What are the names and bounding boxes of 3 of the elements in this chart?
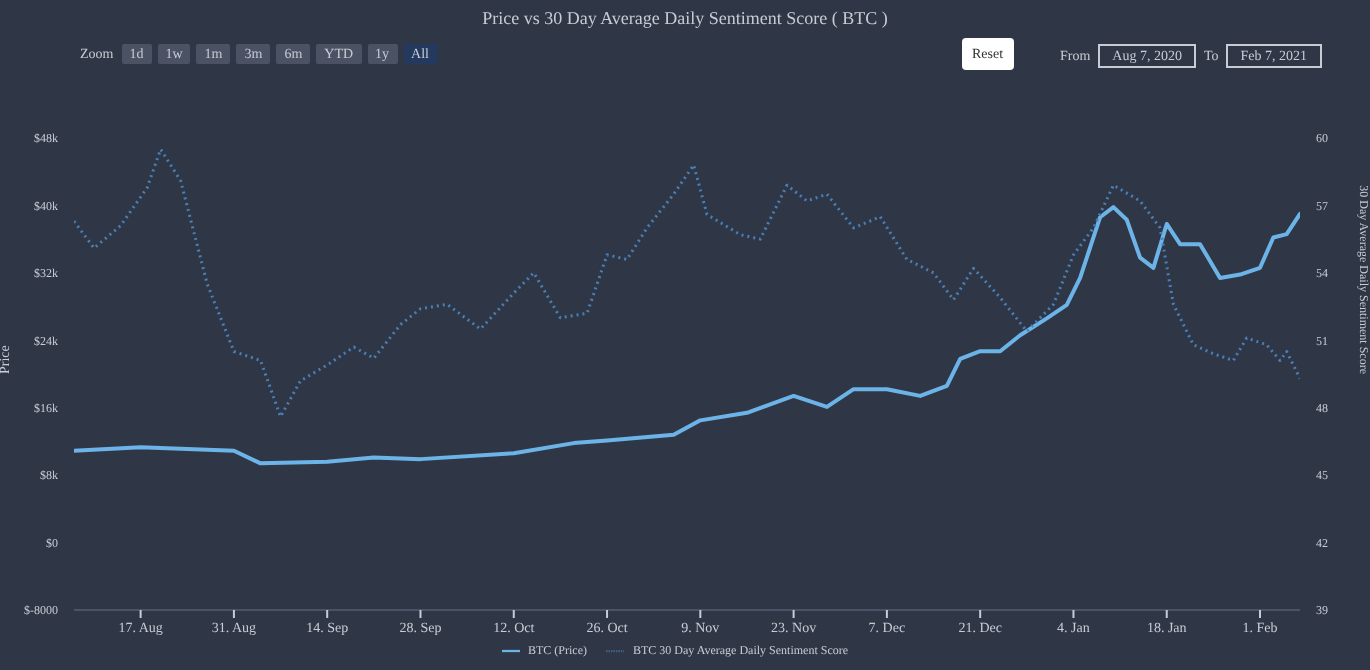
chart-title: Price vs 30 Day Average Daily Sentiment Score ( BTC ) (480, 8, 890, 28)
line-series (74, 147, 1300, 419)
line-series (74, 205, 1300, 466)
